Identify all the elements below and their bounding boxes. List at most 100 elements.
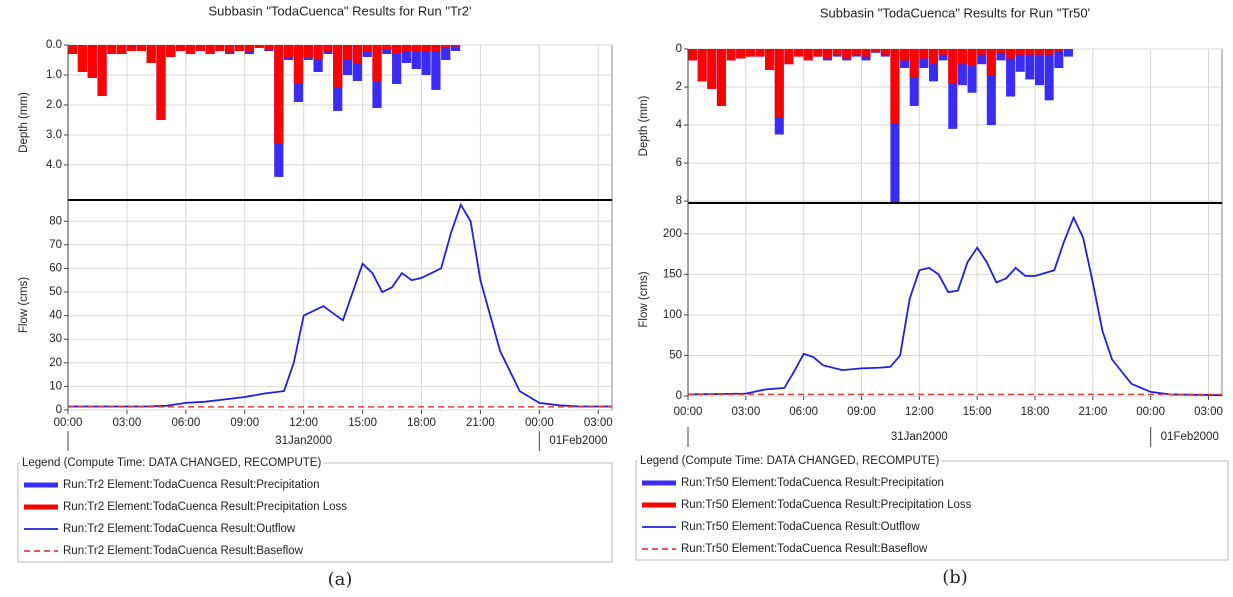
legend-label: Run:Tr50 Element:TodaCuenca Result:Preci…: [681, 477, 944, 489]
date-label: 01Feb2000: [549, 435, 607, 447]
precip-bar: [784, 49, 794, 65]
precip-bar: [716, 49, 726, 107]
y-tick-label: 20: [49, 357, 62, 369]
y-tick-label: 0.0: [46, 39, 62, 51]
precip-bar: [362, 45, 372, 51]
precip-bar: [851, 49, 861, 55]
precip-bar: [450, 45, 461, 51]
x-tick-label: 00:00: [674, 406, 703, 418]
precip-bar: [244, 45, 254, 51]
precip-bar: [774, 49, 784, 118]
precip-bar: [909, 49, 919, 78]
x-tick-label: 15:00: [348, 417, 377, 429]
precip-bar: [323, 45, 333, 51]
precip-bar: [126, 45, 137, 51]
precip-bar: [185, 45, 196, 54]
x-tick-label: 12:00: [905, 406, 934, 418]
precip-bar: [87, 45, 97, 78]
precip-bar: [957, 49, 967, 86]
precip-bar: [234, 45, 245, 51]
precip-bar: [977, 49, 987, 55]
precip-bar: [688, 49, 698, 61]
precip-bar: [117, 45, 127, 54]
x-tick-label: 09:00: [847, 406, 876, 418]
x-tick-label: 21:00: [1078, 406, 1107, 418]
precip-bar: [890, 49, 900, 203]
x-tick-label: 21:00: [466, 417, 495, 429]
precip-bar: [450, 45, 461, 47]
y-tick-label: 40: [49, 310, 62, 322]
precip-bar: [765, 49, 775, 70]
y-tick-label: 6: [676, 157, 682, 169]
precip-bar: [333, 45, 343, 87]
precip-bar: [1044, 49, 1054, 101]
date-label: 01Feb2000: [1161, 431, 1219, 443]
precip-bar: [195, 45, 205, 51]
chart-title: Subbasin "TodaCuenca" Results for Run "T…: [820, 5, 1090, 20]
panel: Subbasin "TodaCuenca" Results for Run "T…: [635, 5, 1229, 588]
x-tick-label: 06:00: [171, 417, 200, 429]
precip-bar: [205, 45, 215, 54]
x-tick-label: 03:00: [584, 417, 613, 429]
chart-title: Subbasin "TodaCuenca" Results for Run "T…: [209, 3, 472, 18]
y-tick-label: 150: [663, 268, 682, 280]
precip-bar: [986, 49, 996, 126]
precip-bar: [372, 45, 382, 81]
precip-bar: [1044, 49, 1054, 55]
legend-label: Run:Tr2 Element:TodaCuenca Result:Precip…: [63, 479, 320, 491]
x-tick-label: 06:00: [789, 406, 818, 418]
precip-bar: [736, 49, 746, 59]
precip-bar: [977, 49, 987, 65]
precip-bar: [871, 49, 881, 52]
y-axis-label: Flow (cms): [638, 271, 650, 327]
x-tick-label: 00:00: [525, 417, 554, 429]
precip-bar: [967, 49, 977, 93]
x-tick-label: 12:00: [289, 417, 318, 429]
precip-bar: [107, 45, 117, 54]
precip-bar: [832, 49, 842, 55]
y-tick-label: 10: [49, 380, 62, 392]
precip-bar: [215, 45, 225, 51]
precip-bar: [1025, 49, 1035, 55]
precip-bar: [1015, 49, 1025, 72]
precip-bar: [890, 49, 900, 124]
legend-label: Run:Tr2 Element:TodaCuenca Result:Outflo…: [63, 523, 296, 535]
precip-bar: [352, 45, 362, 63]
precip-bar: [938, 49, 948, 55]
precip-bar: [77, 45, 88, 72]
y-axis-label: Depth (mm): [18, 92, 30, 153]
precip-bar: [431, 45, 441, 51]
precip-bar: [813, 49, 823, 57]
precip-bar: [274, 45, 284, 144]
legend-label: Run:Tr50 Element:TodaCuenca Result:Basef…: [681, 543, 928, 555]
precip-bar: [707, 49, 717, 89]
flow-line: [68, 202, 612, 408]
precip-bar: [342, 45, 353, 60]
precip-bar: [401, 45, 412, 63]
precip-bar: [1063, 49, 1073, 50]
precip-bar: [755, 49, 765, 57]
precip-bar: [441, 45, 451, 48]
precip-bar: [136, 45, 146, 51]
legend-label: Run:Tr2 Element:TodaCuenca Result:Precip…: [63, 501, 347, 513]
precip-bar: [1006, 49, 1016, 59]
y-tick-label: 70: [49, 239, 62, 251]
y-tick-label: 30: [49, 333, 62, 345]
precip-bar: [293, 45, 304, 84]
y-axis-label: Flow (cms): [18, 277, 30, 333]
precip-bar: [176, 45, 186, 51]
x-tick-label: 18:00: [407, 417, 436, 429]
y-tick-label: 50: [669, 349, 682, 361]
precip-bar: [986, 49, 996, 76]
x-tick-label: 00:00: [1136, 406, 1165, 418]
date-label: 31Jan2000: [275, 435, 332, 447]
precip-bar: [1006, 49, 1016, 97]
precip-bar: [1025, 49, 1035, 80]
precip-bar: [1054, 49, 1064, 51]
y-tick-label: 50: [49, 286, 62, 298]
y-axis-label: Depth (mm): [638, 95, 650, 156]
precip-bar: [441, 45, 451, 60]
caption: (b): [942, 567, 968, 588]
precip-bar: [146, 45, 156, 63]
